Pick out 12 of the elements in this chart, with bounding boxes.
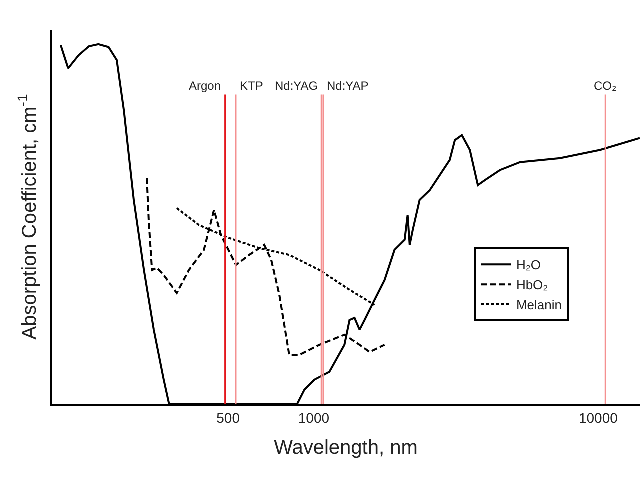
legend-label: H₂O bbox=[516, 258, 541, 273]
legend-label: HbO₂ bbox=[516, 278, 548, 293]
ref-line-label: Nd:YAG bbox=[275, 79, 318, 93]
ref-line-label: CO₂ bbox=[594, 79, 617, 93]
x-tick-label: 500 bbox=[216, 410, 240, 426]
x-tick-label: 1000 bbox=[298, 410, 330, 426]
ref-line-label: Argon bbox=[189, 79, 222, 93]
x-tick-label: 10000 bbox=[578, 410, 618, 426]
ref-line-label: KTP bbox=[240, 79, 264, 93]
legend-label: Melanin bbox=[516, 298, 562, 313]
x-axis-title: Wavelength, nm bbox=[274, 436, 418, 459]
ref-line-label: Nd:YAP bbox=[327, 79, 369, 93]
